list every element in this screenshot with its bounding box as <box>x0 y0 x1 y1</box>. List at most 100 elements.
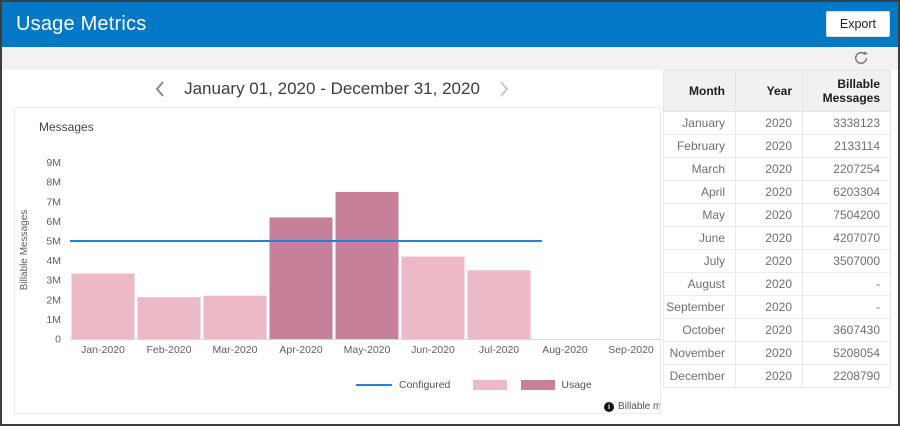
y-tick-label: 2M <box>46 294 61 306</box>
table-row: October 2020 3607430 <box>663 318 891 342</box>
y-axis-title: Billable Messages <box>19 210 30 291</box>
y-tick-label: 1M <box>46 314 61 326</box>
x-tick-label: Feb-2020 <box>147 344 192 356</box>
refresh-button[interactable] <box>852 50 870 68</box>
table-cell: 2020 <box>735 134 803 158</box>
usage-below-swatch <box>473 380 508 390</box>
table-cell: 2020 <box>735 272 803 296</box>
x-tick-label: May-2020 <box>344 344 391 356</box>
x-tick-label: Aug-2020 <box>542 344 588 356</box>
toolbar-strip <box>2 47 898 70</box>
billable-note-text: Billable mes <box>618 401 661 412</box>
table-cell: 2020 <box>735 203 803 227</box>
table-cell: 2207254 <box>802 157 891 181</box>
table-cell: February <box>663 134 736 158</box>
table-cell: September <box>663 295 736 319</box>
table-row: February 2020 2133114 <box>663 134 891 158</box>
table-cell: 2020 <box>735 157 803 181</box>
table-row: July 2020 3507000 <box>663 249 891 273</box>
table-cell: May <box>663 203 736 227</box>
y-tick-label: 3M <box>46 275 61 287</box>
x-tick-label: Jul-2020 <box>479 344 519 356</box>
table-cell: December <box>663 364 736 388</box>
table-cell: January <box>663 111 736 135</box>
x-tick-label: Jan-2020 <box>81 344 125 356</box>
chart-title: Messages <box>39 120 94 134</box>
table-cell: 2208790 <box>802 364 891 388</box>
table-cell: 2133114 <box>802 134 891 158</box>
table-cell: March <box>663 157 736 181</box>
table-row: November 2020 5208054 <box>663 341 891 365</box>
table-cell: October <box>663 318 736 342</box>
date-range-label: January 01, 2020 - December 31, 2020 <box>184 79 480 98</box>
table-cell: July <box>663 249 736 273</box>
table-cell: 4207070 <box>802 226 891 250</box>
table-cell: 2020 <box>735 364 803 388</box>
usage-chart-card: Messages 0 1M 2M 3M 4M 5M 6M 7M 8M 9M Billable Mes… <box>14 107 661 414</box>
table-header-cell: Month <box>663 70 736 112</box>
usage-bar-Jan-2020 <box>71 273 135 339</box>
previous-period-button[interactable] <box>152 80 168 98</box>
usage-above-swatch <box>521 380 556 390</box>
usage-bar-chart: 0 1M 2M 3M 4M 5M 6M 7M 8M 9M Billable Messages Jan-… <box>19 157 660 356</box>
chart-legend: Configured Usage <box>356 379 592 391</box>
y-tick-label: 6M <box>46 216 61 228</box>
table-cell: November <box>663 341 736 365</box>
table-cell: 2020 <box>735 111 803 135</box>
export-button[interactable]: Export <box>825 11 890 37</box>
usage-bar-Jul-2020 <box>467 270 531 339</box>
y-tick-label: 7M <box>46 196 61 208</box>
configured-line-swatch <box>356 384 392 386</box>
table-cell: 5208054 <box>802 341 891 365</box>
table-cell: 3607430 <box>802 318 891 342</box>
table-cell: 6203304 <box>802 180 891 204</box>
table-cell: 2020 <box>735 295 803 319</box>
next-period-button[interactable] <box>496 80 512 98</box>
y-tick-label: 8M <box>46 177 61 189</box>
legend-label-usage: Usage <box>561 379 592 391</box>
y-tick-label: 5M <box>46 236 61 248</box>
chevron-left-icon <box>155 81 164 97</box>
y-tick-label: 9M <box>46 157 61 169</box>
table-row: April 2020 6203304 <box>663 180 891 204</box>
x-tick-label: Mar-2020 <box>213 344 258 356</box>
x-tick-label: Sep-2020 <box>608 344 654 356</box>
table-row: January 2020 3338123 <box>663 111 891 135</box>
monthly-usage-table: Month Year Billable Messages January 2020 33… <box>663 70 891 388</box>
x-tick-label: Apr-2020 <box>279 344 322 356</box>
table-cell: 7504200 <box>802 203 891 227</box>
x-tick-label: Jun-2020 <box>411 344 455 356</box>
usage-bar-Feb-2020 <box>137 297 201 339</box>
table-cell: 2020 <box>735 180 803 204</box>
usage-bar-Apr-2020 <box>269 217 333 339</box>
table-header-row: Month Year Billable Messages <box>663 70 891 112</box>
usage-bar-May-2020 <box>335 191 399 339</box>
table-row: September 2020- <box>663 295 891 319</box>
table-row: June 2020 4207070 <box>663 226 891 250</box>
legend-label-configured: Configured <box>399 379 451 391</box>
table-cell: - <box>802 272 891 296</box>
info-icon: i <box>604 401 614 412</box>
app-header: Usage Metrics Export <box>2 2 898 47</box>
table-cell: 2020 <box>735 318 803 342</box>
billable-note: i Billable mes <box>604 401 661 412</box>
table-row: December 2020 2208790 <box>663 364 891 388</box>
y-tick-label: 4M <box>46 255 61 267</box>
page-title: Usage Metrics <box>16 13 147 35</box>
table-cell: 3507000 <box>802 249 891 273</box>
y-tick-label: 0 <box>55 334 61 346</box>
refresh-icon <box>854 51 868 64</box>
table-cell: - <box>802 295 891 319</box>
table-cell: 2020 <box>735 226 803 250</box>
table-cell: 2020 <box>735 249 803 273</box>
usage-bar-Jun-2020 <box>401 256 465 339</box>
table-cell: 2020 <box>735 341 803 365</box>
table-row: May 2020 7504200 <box>663 203 891 227</box>
table-row: March 2020 2207254 <box>663 157 891 181</box>
table-cell: June <box>663 226 736 250</box>
table-cell: April <box>663 180 736 204</box>
table-header-cell: Year <box>735 70 803 112</box>
table-row: August 2020- <box>663 272 891 296</box>
chevron-right-icon <box>500 81 509 97</box>
